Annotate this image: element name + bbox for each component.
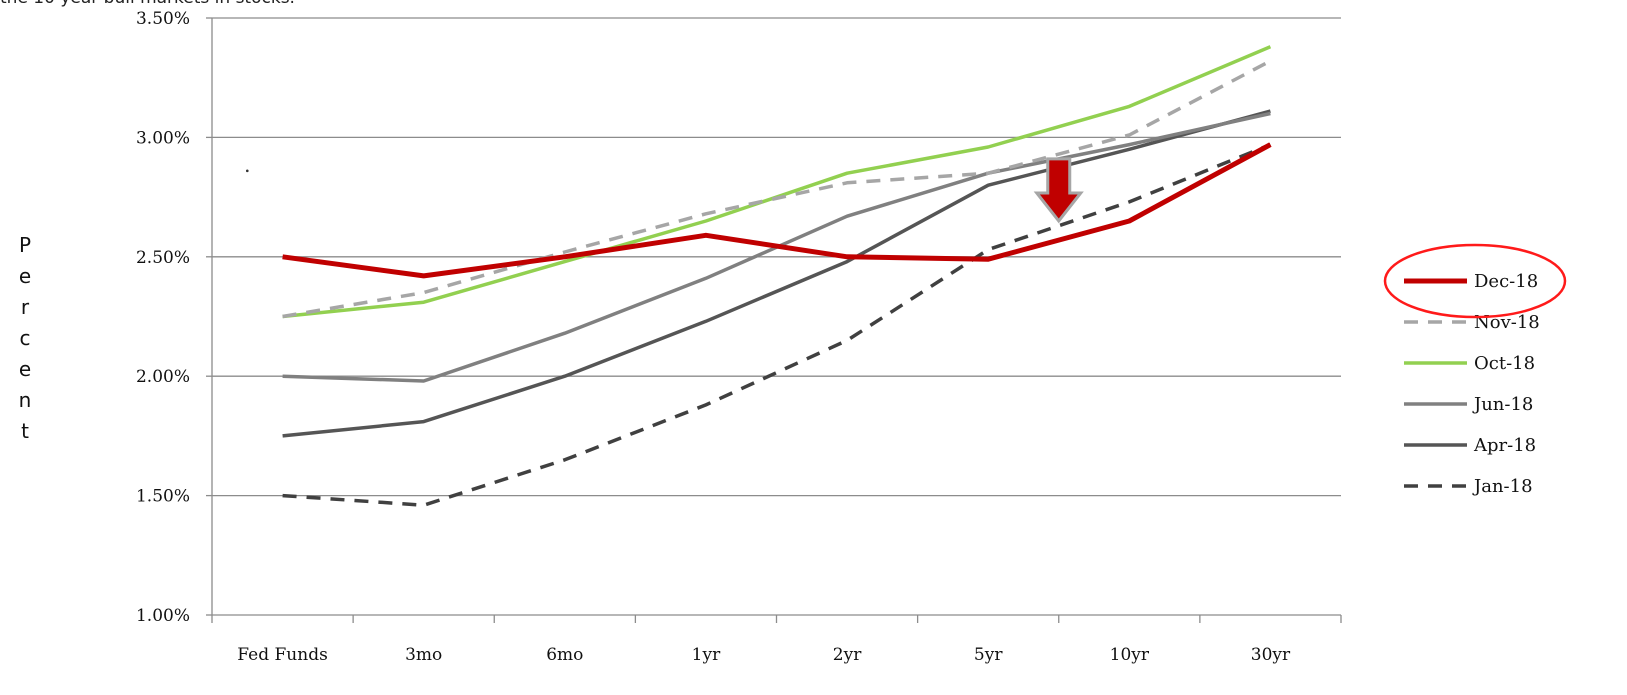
legend-label-oct-18: Oct-18 [1474, 353, 1535, 374]
y-axis-label-letter: n [19, 388, 32, 412]
legend-highlight-ellipse [1383, 243, 1567, 319]
x-tick-label: 3mo [405, 645, 442, 665]
series-line-apr-18 [282, 109, 1271, 438]
legend-label-jun-18: Jun-18 [1472, 394, 1533, 415]
y-tick-label: 2.00% [136, 367, 190, 387]
series-line-jan-18 [282, 142, 1272, 507]
legend-label-dec-18: Dec-18 [1474, 271, 1538, 292]
x-tick-label: 30yr [1251, 645, 1291, 665]
caption-text: the 10 year bull markets in stocks. [0, 0, 295, 8]
legend-label-apr-18: Apr-18 [1473, 435, 1536, 456]
y-axis-label-letter: c [20, 326, 31, 350]
y-axis-label-letter: r [21, 295, 30, 319]
x-tick-label: 2yr [833, 645, 862, 665]
x-tick-label: Fed Funds [237, 645, 328, 665]
y-tick-label: 1.50% [136, 487, 190, 507]
x-tick-label: 6mo [546, 645, 583, 665]
dot-annotation [245, 169, 249, 173]
y-tick-label: 3.50% [136, 9, 190, 29]
x-tick-label: 5yr [974, 645, 1003, 665]
legend-label-jan-18: Jan-18 [1472, 476, 1533, 497]
y-axis-label-letter: t [21, 419, 29, 443]
y-axis-label-letter: P [19, 233, 31, 257]
series-line-nov-18 [282, 59, 1272, 319]
series-line-dec-18 [282, 142, 1272, 279]
down-arrow-annotation [1033, 157, 1084, 224]
y-tick-label: 2.50% [136, 248, 190, 268]
y-axis-label-letter: e [19, 357, 31, 381]
y-axis-label-letter: e [19, 264, 31, 288]
y-tick-label: 3.00% [136, 128, 190, 148]
x-tick-label: 10yr [1110, 645, 1150, 665]
y-tick-label: 1.00% [136, 606, 190, 626]
x-tick-label: 1yr [692, 645, 721, 665]
